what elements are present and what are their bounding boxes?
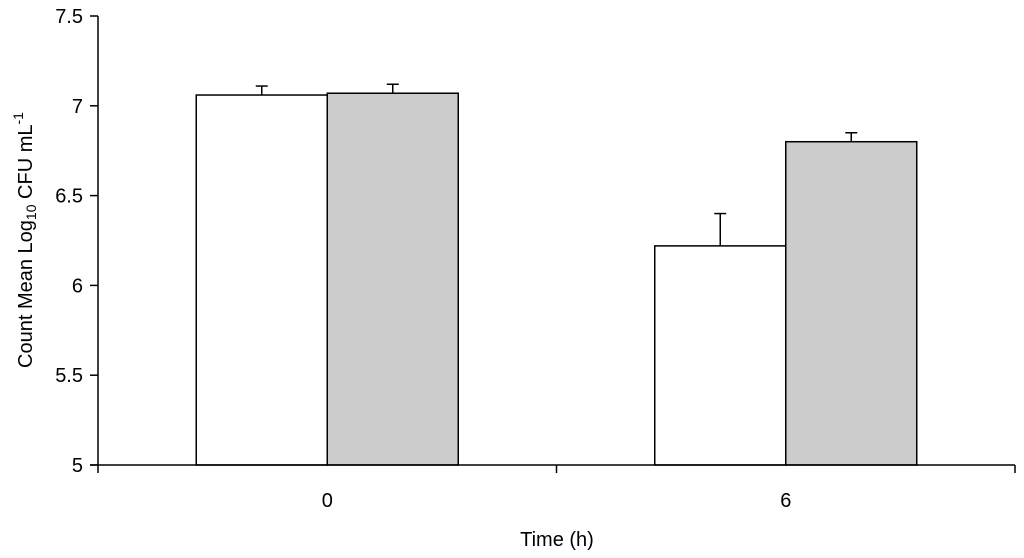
y-axis-title: Count Mean Log10 CFU mL-1 xyxy=(10,112,39,368)
y-tick-label-0: 5 xyxy=(72,455,83,477)
y-tick-label-2: 6 xyxy=(72,275,83,297)
x-axis-title: Time (h) xyxy=(520,529,594,551)
y-tick-label-3: 6.5 xyxy=(55,186,83,208)
y-tick-label-5: 7.5 xyxy=(55,6,83,28)
y-tick-label-1: 5.5 xyxy=(55,365,83,387)
bar-cat0-series0 xyxy=(195,94,328,466)
bar-cat1-series1 xyxy=(785,140,918,466)
y-axis-title-prefix: Count Mean Log xyxy=(15,220,37,368)
bar-cat0-series1 xyxy=(326,92,459,466)
error-bars-layer xyxy=(255,83,858,246)
labels-layer: 0 6 5 5.5 6 6.5 7 7.5 xyxy=(55,6,791,512)
y-axis-title-subscript: 10 xyxy=(23,204,39,220)
bar-cat1-series0 xyxy=(654,245,787,466)
axes-layer xyxy=(90,15,1016,473)
y-axis-title-middle: CFU mL xyxy=(15,124,37,204)
y-tick-label-4: 7 xyxy=(72,96,83,118)
y-axis-title-superscript: -1 xyxy=(10,112,26,125)
x-tick-label-1: 6 xyxy=(780,490,791,512)
bars-layer xyxy=(195,92,918,466)
x-tick-label-0: 0 xyxy=(322,490,333,512)
